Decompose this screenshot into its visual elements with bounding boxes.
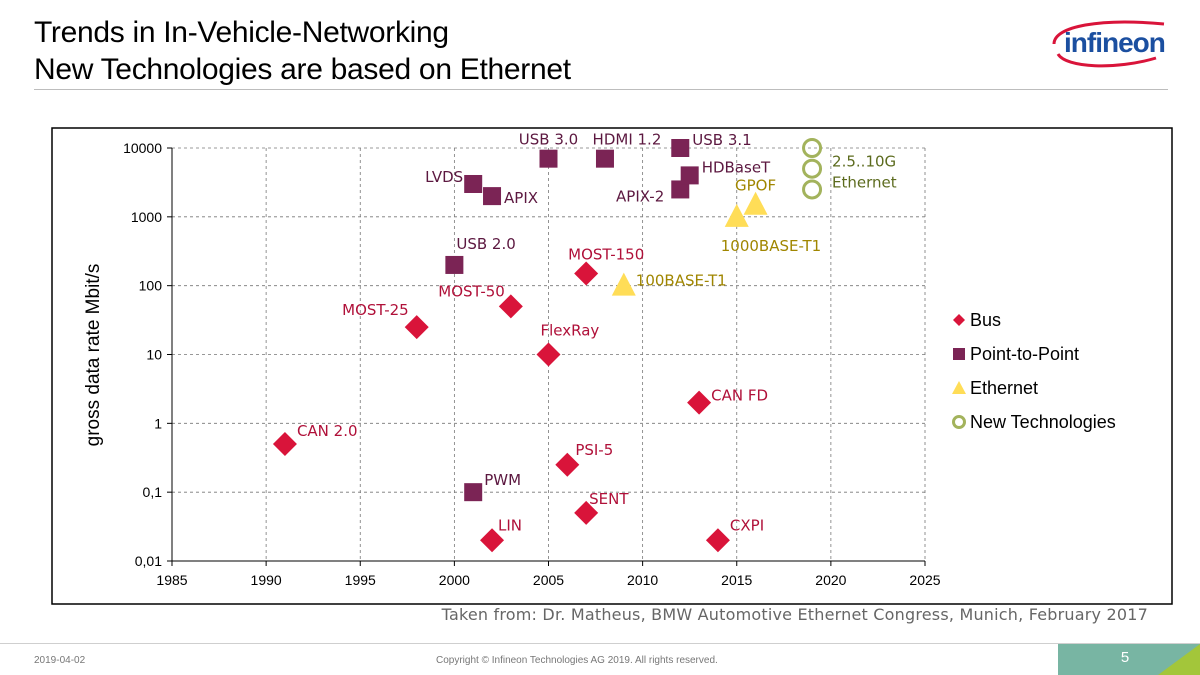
y-tick-label: 10 [146,347,162,363]
x-tick-label: 2020 [815,572,846,588]
chart-legend: Bus Point-to-Point Ethernet New Technolo… [950,303,1116,439]
usb-2-0-label: USB 2.0 [456,235,515,253]
y-tick-label: 100 [139,278,163,294]
page-number-box [1058,644,1200,675]
slide-title-line1: Trends in In-Vehicle-Networking [34,16,449,49]
x-tick-label: 2015 [721,572,752,588]
usb-3-0-label: USB 3.0 [519,131,578,149]
100base-t1-label: 100BASE-T1 [636,272,727,290]
diamond-icon [953,314,965,326]
usb-3-0-point [539,149,558,168]
title-divider [34,89,1168,90]
y-tick-label: 10000 [123,140,162,156]
flexray-point [536,342,561,367]
hdbaset-point [680,166,699,185]
apix-point [483,187,502,206]
1000base-t1-point [724,203,749,227]
flexray-label: FlexRay [541,322,600,340]
legend-label-ethernet: Ethernet [970,377,1039,398]
hdbaset-label: HDBaseT [702,158,771,176]
legend-item-ethernet: Ethernet [950,371,1116,405]
usb-3-1-point [671,139,690,157]
gpof-label: GPOF [735,177,776,195]
gpof-point [743,191,768,215]
x-tick-label: 2010 [627,572,658,588]
new-tech-point [802,158,823,179]
x-tick-label: 2025 [909,572,940,588]
can-fd-point [687,390,712,415]
new-tech-annotation-line2: Ethernet [832,174,897,192]
ring-icon [952,415,966,429]
legend-item-bus: Bus [950,303,1116,337]
sent-point [574,500,599,525]
page-number: 5 [1120,649,1130,666]
legend-label-bus: Bus [970,309,1002,330]
lvds-point [464,174,483,193]
100base-t1-point [611,272,636,296]
x-tick-label: 1990 [251,572,282,588]
apix-2-point [671,180,690,199]
footer-date: 2019-04-02 [34,655,86,666]
most-150-label: MOST-150 [568,246,644,264]
footer-divider [0,643,1200,644]
new-tech-annotation-line1: 2.5..10G [832,153,896,171]
lin-label: LIN [498,516,522,534]
chart-frame [51,127,1173,605]
svg-text:infineon: infineon [1064,27,1165,58]
can-fd-label: CAN FD [711,387,768,405]
slide-title: Trends in In-Vehicle-Networking New Tech… [34,14,571,88]
psi-5-label: PSI-5 [575,441,613,459]
infineon-logo: infineon [1052,20,1166,68]
new-tech-point [802,138,823,158]
legend-item-point-to-point: Point-to-Point [950,337,1116,371]
apix-2-label: APIX-2 [616,187,664,205]
y-tick-label: 1000 [131,209,162,225]
cxpi-point [705,528,730,553]
square-icon [953,348,965,360]
psi-5-point [555,452,580,477]
legend-label-new-technologies: New Technologies [970,411,1116,432]
x-tick-label: 2005 [533,572,564,588]
pwm-label: PWM [484,471,521,489]
slide-title-line2: New Technologies are based on Ethernet [34,53,571,86]
legend-label-point-to-point: Point-to-Point [970,343,1080,364]
usb-2-0-point [445,255,464,274]
x-tick-label: 2000 [439,572,470,588]
source-note: Taken from: Dr. Matheus, BMW Automotive … [441,605,1148,624]
x-tick-label: 1985 [156,572,187,588]
most-150-point [574,261,599,286]
lin-point [480,528,505,553]
y-tick-label: 1 [154,415,162,431]
can-2-0-label: CAN 2.0 [297,422,358,440]
most-50-label: MOST-50 [438,282,505,300]
can-2-0-point [272,432,297,457]
y-tick-label: 0,01 [135,553,162,569]
legend-item-new-technologies: New Technologies [950,405,1116,439]
new-tech-point [802,179,823,200]
hdmi-1-2-label: HDMI 1.2 [593,131,662,149]
most-25-point [404,315,429,340]
footer-copyright: Copyright © Infineon Technologies AG 201… [436,655,718,666]
1000base-t1-label: 1000BASE-T1 [721,237,821,255]
usb-3-1-label: USB 3.1 [692,131,751,149]
sent-label: SENT [589,490,629,508]
lvds-label: LVDS [425,168,463,186]
x-tick-label: 1995 [345,572,376,588]
cxpi-label: CXPI [730,516,764,534]
triangle-icon [952,381,966,394]
pwm-point [464,483,483,502]
apix-label: APIX [504,189,538,207]
y-tick-label: 0,1 [143,484,163,500]
most-50-point [498,294,523,319]
hdmi-1-2-point [595,149,614,168]
y-axis-label: gross data rate Mbit/s [83,264,104,447]
most-25-label: MOST-25 [342,301,409,319]
scatter-chart: 0,01 0,1 1 10 100 1000 10000 1985 1990 1995 2000 20… [51,127,1173,605]
